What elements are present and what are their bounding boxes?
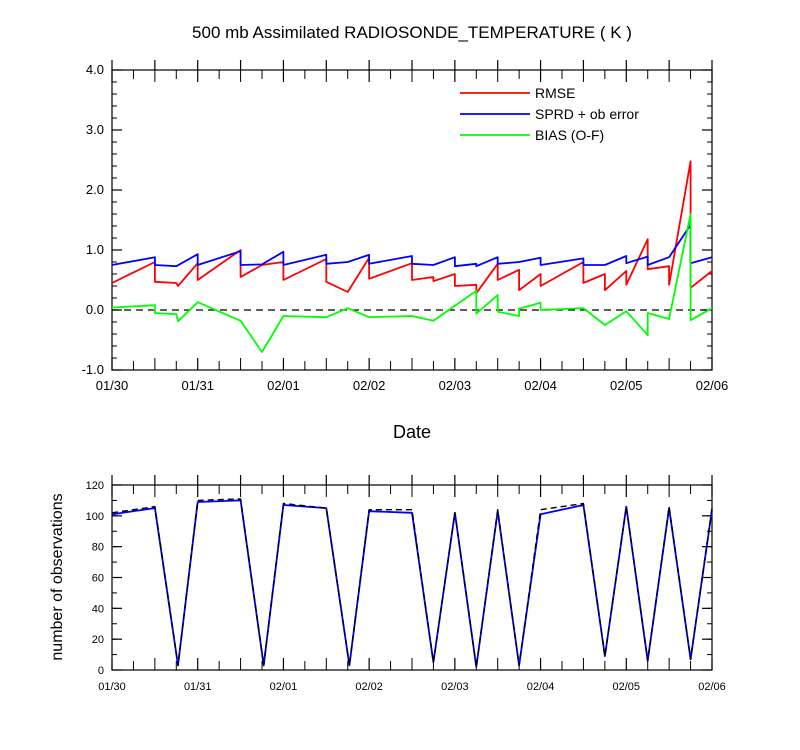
bottom-chart-xtick-label: 02/04 xyxy=(527,681,555,693)
top-chart-xtick-label: 01/31 xyxy=(181,378,214,393)
bottom-chart-series-used xyxy=(111,498,713,668)
bottom-chart-xtick-label: 02/05 xyxy=(613,681,641,693)
bottom-chart-xtick-label: 02/06 xyxy=(698,681,726,693)
bottom-chart-series-assimilated xyxy=(111,499,713,668)
top-chart-xtick-label: 02/03 xyxy=(439,378,472,393)
bottom-chart-xtick-label: 01/31 xyxy=(184,681,212,693)
bottom-chart-ytick-label: 0 xyxy=(98,665,104,677)
top-chart-xtick-label: 02/06 xyxy=(696,378,729,393)
top-chart-xtick-label: 02/04 xyxy=(524,378,557,393)
bottom-chart: 0 20 40 60 80 100 120 01/30 01/31 02/01 02/02 02/03… xyxy=(86,475,726,693)
bottom-chart-ytick-label: 80 xyxy=(92,542,104,554)
top-chart-xlabel: Date xyxy=(393,422,431,442)
bottom-chart-ytick-label: 60 xyxy=(92,573,104,585)
legend-label: SPRD + ob error xyxy=(535,106,639,122)
top-chart-xtick-label: 02/01 xyxy=(267,378,300,393)
top-chart-ytick-label: 0.0 xyxy=(86,302,104,317)
top-chart-xtick-label: 01/30 xyxy=(96,378,129,393)
top-chart-ytick-label: 4.0 xyxy=(86,62,104,77)
top-chart-ytick-label: 1.0 xyxy=(86,242,104,257)
bottom-chart-xtick-label: 02/03 xyxy=(441,681,469,693)
top-chart-ytick-label: -1.0 xyxy=(82,362,104,377)
bottom-chart-ytick-label: 40 xyxy=(92,603,104,615)
top-chart-series-sprd-ob-error xyxy=(111,223,713,268)
top-chart-xtick-label: 02/02 xyxy=(353,378,386,393)
bottom-chart-ylabel: number of observations xyxy=(49,493,66,660)
bottom-chart-xtick-label: 01/30 xyxy=(98,681,126,693)
bottom-chart-xtick-label: 02/02 xyxy=(355,681,383,693)
top-chart-title: 500 mb Assimilated RADIOSONDE_TEMPERATUR… xyxy=(192,23,632,42)
top-chart-xtick-label: 02/05 xyxy=(610,378,643,393)
top-chart: -1.0 0.0 1.0 2.0 3.0 4.0 01/30 01/31 02/01 02/02 0… xyxy=(82,60,729,393)
top-chart-series-rmse xyxy=(111,160,713,295)
top-chart-series-bias-o-f xyxy=(111,213,713,353)
bottom-chart-ytick-label: 120 xyxy=(86,480,104,492)
legend-label: BIAS (O-F) xyxy=(535,127,604,143)
bottom-chart-ytick-label: 20 xyxy=(92,634,104,646)
bottom-chart-xtick-label: 02/01 xyxy=(270,681,298,693)
legend-label: RMSE xyxy=(535,85,575,101)
top-chart-ytick-label: 2.0 xyxy=(86,182,104,197)
bottom-chart-ytick-label: 100 xyxy=(86,511,104,523)
top-chart-ytick-label: 3.0 xyxy=(86,122,104,137)
